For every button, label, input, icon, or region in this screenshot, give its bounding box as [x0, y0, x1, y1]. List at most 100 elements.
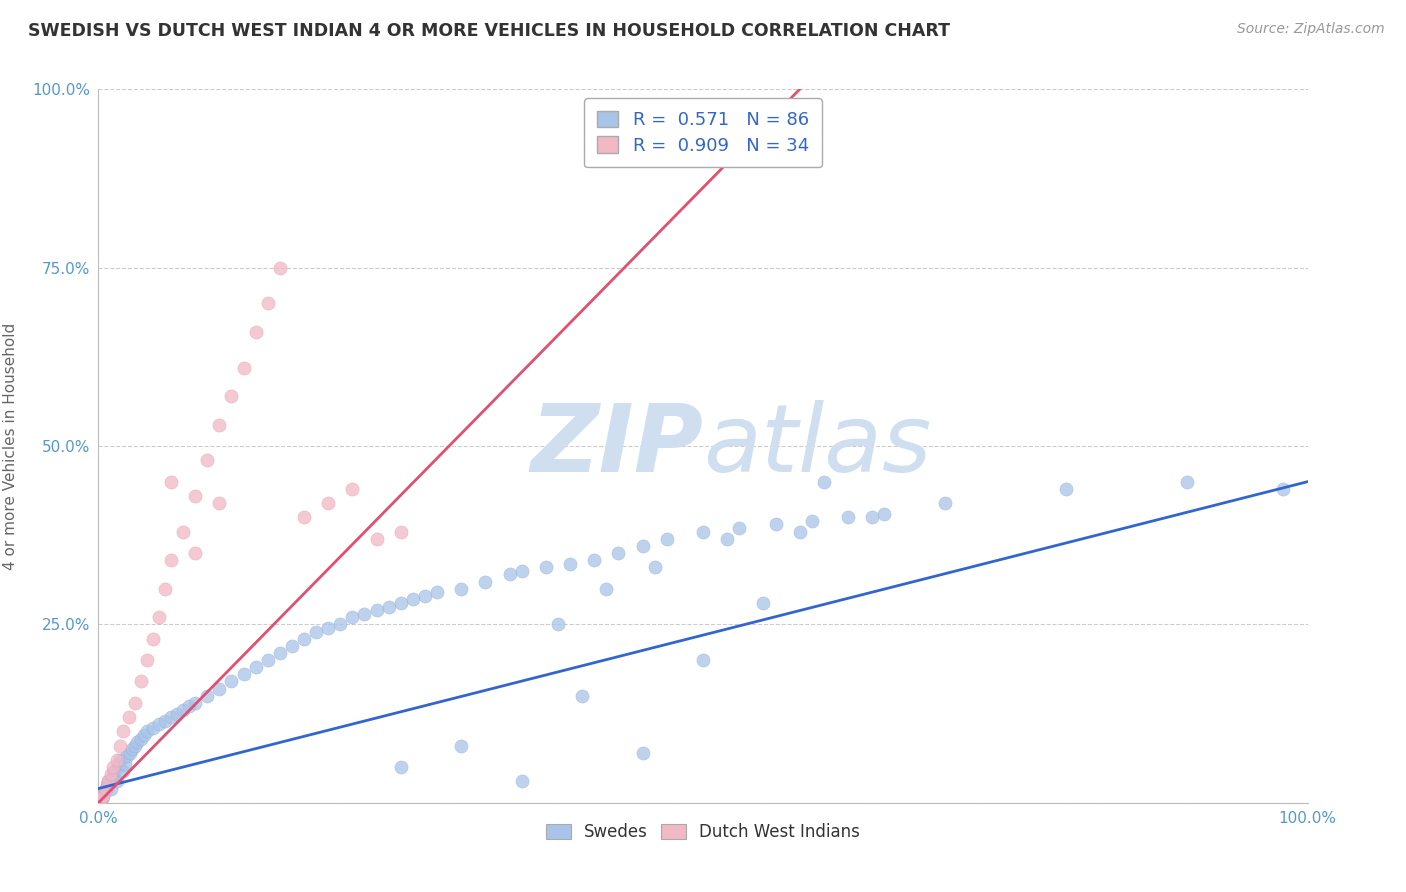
Point	[96, 778, 118, 792]
Point	[644, 560, 666, 574]
Point	[118, 746, 141, 760]
Point	[607, 546, 630, 560]
Point	[94, 781, 117, 796]
Point	[108, 756, 131, 771]
Point	[256, 653, 278, 667]
Point	[765, 517, 787, 532]
Point	[281, 639, 304, 653]
Point	[117, 749, 139, 764]
Point	[558, 557, 581, 571]
Point	[1272, 482, 1295, 496]
Point	[142, 632, 165, 646]
Text: ZIP: ZIP	[530, 400, 703, 492]
Point	[111, 724, 134, 739]
Point	[97, 774, 120, 789]
Point	[474, 574, 496, 589]
Point	[389, 524, 412, 539]
Point	[692, 524, 714, 539]
Point	[208, 417, 231, 432]
Point	[366, 532, 388, 546]
Point	[97, 774, 120, 789]
Point	[160, 710, 183, 724]
Point	[934, 496, 956, 510]
Point	[108, 753, 131, 767]
Point	[413, 589, 436, 603]
Point	[124, 739, 146, 753]
Point	[631, 539, 654, 553]
Point	[389, 760, 412, 774]
Point	[583, 553, 606, 567]
Point	[292, 510, 315, 524]
Point	[101, 760, 124, 774]
Point	[232, 667, 254, 681]
Legend: Swedes, Dutch West Indians: Swedes, Dutch West Indians	[538, 817, 868, 848]
Point	[1054, 482, 1077, 496]
Point	[547, 617, 569, 632]
Point	[118, 710, 141, 724]
Point	[129, 674, 152, 689]
Point	[148, 610, 170, 624]
Point	[91, 789, 114, 803]
Point	[111, 764, 134, 778]
Point	[498, 567, 520, 582]
Point	[752, 596, 775, 610]
Point	[135, 724, 157, 739]
Point	[166, 706, 188, 721]
Point	[135, 653, 157, 667]
Point	[94, 781, 117, 796]
Point	[172, 703, 194, 717]
Y-axis label: 4 or more Vehicles in Household: 4 or more Vehicles in Household	[3, 322, 18, 570]
Point	[93, 785, 115, 799]
Point	[103, 764, 125, 778]
Point	[342, 610, 364, 624]
Point	[160, 475, 183, 489]
Point	[232, 360, 254, 375]
Point	[245, 660, 267, 674]
Point	[91, 792, 114, 806]
Point	[101, 767, 124, 781]
Text: Source: ZipAtlas.com: Source: ZipAtlas.com	[1237, 22, 1385, 37]
Point	[366, 603, 388, 617]
Point	[208, 496, 231, 510]
Point	[221, 674, 243, 689]
Point	[377, 599, 399, 614]
Point	[450, 739, 472, 753]
Point	[292, 632, 315, 646]
Point	[127, 735, 149, 749]
Point	[353, 607, 375, 621]
Point	[114, 756, 136, 771]
Point	[90, 792, 112, 806]
Point	[108, 739, 131, 753]
Point	[195, 689, 218, 703]
Point	[789, 524, 811, 539]
Text: atlas: atlas	[703, 401, 931, 491]
Point	[426, 585, 449, 599]
Point	[269, 260, 291, 275]
Text: SWEDISH VS DUTCH WEST INDIAN 4 OR MORE VEHICLES IN HOUSEHOLD CORRELATION CHART: SWEDISH VS DUTCH WEST INDIAN 4 OR MORE V…	[28, 22, 950, 40]
Point	[716, 532, 738, 546]
Point	[655, 532, 678, 546]
Point	[134, 728, 156, 742]
Point	[510, 774, 533, 789]
Point	[631, 746, 654, 760]
Point	[595, 582, 617, 596]
Point	[534, 560, 557, 574]
Point	[184, 489, 207, 503]
Point	[329, 617, 352, 632]
Point	[100, 771, 122, 785]
Point	[860, 510, 883, 524]
Point	[121, 742, 143, 756]
Point	[195, 453, 218, 467]
Point	[153, 714, 176, 728]
Point	[813, 475, 835, 489]
Point	[305, 624, 328, 639]
Point	[124, 696, 146, 710]
Point	[105, 774, 128, 789]
Point	[837, 510, 859, 524]
Point	[571, 689, 593, 703]
Point	[450, 582, 472, 596]
Point	[269, 646, 291, 660]
Point	[184, 546, 207, 560]
Point	[342, 482, 364, 496]
Point	[107, 760, 129, 774]
